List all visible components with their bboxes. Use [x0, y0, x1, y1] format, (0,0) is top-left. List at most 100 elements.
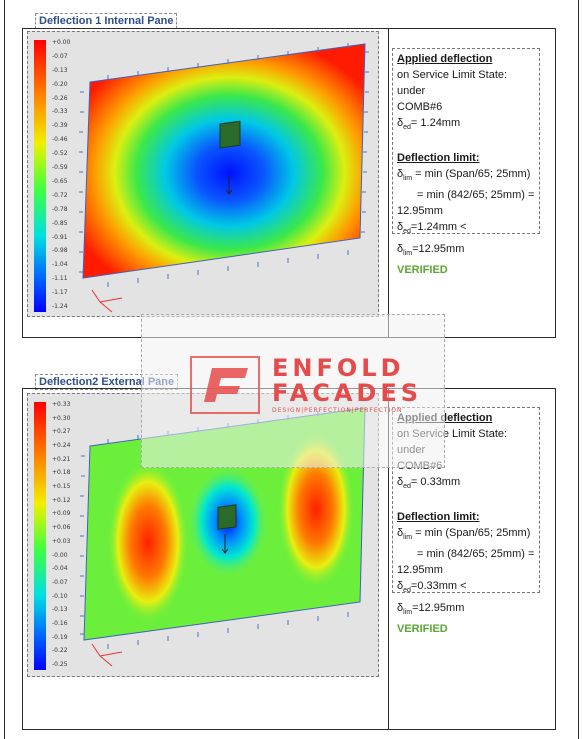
section1-limit-heading: Deflection limit: [397, 152, 480, 165]
lim-subscript: lim [403, 608, 413, 616]
enfold-logo-icon [190, 356, 260, 414]
legend-tick-label: -0.26 [52, 94, 68, 102]
legend-tick-label: -0.07 [52, 52, 68, 60]
section2-bracket [217, 504, 237, 530]
section2-check-part1: =0.33mm < δ [397, 580, 467, 614]
section2-ed-value-line: δed= 0.33mm [397, 474, 535, 495]
frame-right [578, 0, 579, 739]
section1-bracket [219, 120, 241, 149]
legend-tick-label: -0.33 [52, 108, 68, 116]
section1-check-part1: =1.24mm < δ [397, 221, 467, 255]
delta-symbol: δ [397, 168, 404, 181]
legend-tick-label: +0.12 [52, 496, 71, 504]
legend-tick-label: -0.25 [52, 661, 68, 668]
section1-load-arrow [225, 175, 233, 195]
legend-tick-label: -0.20 [52, 80, 68, 88]
legend-tick-label: -0.78 [52, 205, 68, 213]
legend-tick-label: +0.24 [52, 442, 71, 450]
section1-divider [388, 28, 389, 337]
legend-tick-label: -1.17 [52, 289, 68, 297]
lim-subscript: lim [403, 175, 413, 183]
section1-legend-bar [34, 40, 46, 312]
watermark-line2: FACADES [272, 379, 423, 407]
section1-applied-line1: on Service Limit State: under [397, 69, 508, 97]
section1-axis-triad [91, 289, 123, 313]
ed-subscript: ed [403, 587, 411, 595]
section2-load-arrow [221, 534, 229, 554]
legend-tick-label: -0.16 [52, 619, 68, 627]
section2-hot-zone-right [278, 431, 354, 587]
section1-result-box: Applied deflection on Service Limit Stat… [392, 48, 540, 276]
section2-lim-line1: δlim = min (Span/65; 25mm) [397, 525, 535, 546]
section1-applied-line2: COMB#6 [397, 101, 443, 113]
legend-tick-label: -0.13 [52, 606, 68, 614]
delta-symbol: δ [397, 580, 404, 593]
lim-subscript: lim [403, 534, 413, 542]
section2-divider [388, 388, 389, 729]
section1-ed-value: = 1.24mm [410, 117, 461, 129]
ed-subscript: ed [403, 483, 411, 491]
section2-lim-line3: 12.95mm [397, 564, 443, 577]
legend-tick-label: -0.91 [52, 233, 68, 241]
legend-tick-label: -1.11 [52, 275, 68, 283]
legend-tick-label: +0.21 [52, 455, 71, 463]
legend-tick-label: -0.13 [52, 66, 68, 74]
delta-symbol: δ [397, 527, 404, 540]
legend-tick-label: -0.52 [52, 150, 68, 158]
delta-symbol: δ [397, 476, 404, 488]
watermark-logo [190, 356, 260, 414]
legend-tick-label: +0.09 [52, 510, 71, 518]
frame-left [4, 0, 5, 739]
lim-subscript: lim [403, 249, 413, 257]
legend-tick-label: -0.04 [52, 565, 68, 573]
section1-ed-value-line: δed= 1.24mm [397, 115, 535, 136]
legend-tick-label: +0.00 [52, 39, 71, 46]
section1-figure: +0.00 -0.07 -0.13 -0.20 -0.26 -0.33 -0.39 -0.46… [27, 31, 379, 317]
legend-tick-label: -0.59 [52, 164, 68, 172]
legend-tick-label: +0.18 [52, 469, 71, 477]
legend-tick-label: -0.39 [52, 122, 68, 130]
section1-lim-line1: δlim = min (Span/65; 25mm) [397, 166, 535, 187]
section2-legend-labels: +0.33 +0.30 +0.27 +0.24 +0.21 +0.18 +0.15 +0.12… [50, 401, 90, 670]
legend-tick-label: -0.98 [52, 247, 68, 255]
legend-tick-label: -0.46 [52, 136, 68, 144]
section2-check-part2: =12.95mm [412, 601, 465, 614]
delta-symbol: δ [397, 221, 404, 234]
legend-tick-label: -1.04 [52, 261, 68, 269]
legend-tick-label: -1.24 [52, 303, 68, 310]
legend-tick-label: -0.07 [52, 578, 68, 586]
section1-verified: VERIFIED [397, 263, 448, 276]
watermark-tagline: DESIGN|PERFECTION|PERFECTION [272, 407, 403, 414]
legend-tick-label: -0.00 [52, 551, 68, 559]
section1-lim-line2: = min (842/65; 25mm) = [417, 189, 535, 202]
watermark-line1: ENFOLD [272, 354, 405, 382]
delta-symbol: δ [397, 117, 404, 129]
section2-result-box: Applied deflection on Service Limit Stat… [392, 407, 540, 635]
legend-tick-label: +0.06 [52, 524, 71, 532]
ed-subscript: ed [403, 228, 411, 236]
legend-tick-label: -0.10 [52, 592, 68, 600]
section2-hot-zone-left [108, 462, 188, 622]
legend-tick-label: -0.22 [52, 647, 68, 655]
legend-tick-label: -0.72 [52, 191, 68, 199]
section1-pane [82, 43, 366, 279]
section1-legend-labels: +0.00 -0.07 -0.13 -0.20 -0.26 -0.33 -0.39 -0.46… [50, 39, 90, 312]
section1-applied-heading: Applied deflection [397, 53, 493, 65]
section1-title: Deflection 1 Internal Pane [35, 13, 178, 29]
legend-tick-label: -0.65 [52, 177, 68, 185]
legend-tick-label: -0.85 [52, 219, 68, 227]
section1-check-part2: =12.95mm [412, 242, 465, 255]
legend-tick-label: +0.03 [52, 537, 71, 545]
legend-tick-label: +0.30 [52, 414, 71, 422]
legend-tick-label: -0.19 [52, 633, 68, 641]
section1-check-line: δed=1.24mm < δlim=12.95mm [397, 219, 535, 261]
section1-contour-svg [34, 40, 369, 313]
section1-supports [79, 43, 369, 287]
legend-tick-label: +0.33 [52, 401, 71, 408]
section1-lim-text1: = min (Span/65; 25mm) [412, 168, 531, 181]
section2-lim-line2: = min (842/65; 25mm) = [417, 548, 535, 561]
section2-legend-bar [34, 402, 46, 670]
legend-tick-label: +0.27 [52, 428, 71, 436]
section2-check-line: δed=0.33mm < δlim=12.95mm [397, 578, 535, 620]
section2-ed-value: = 0.33mm [410, 476, 461, 488]
